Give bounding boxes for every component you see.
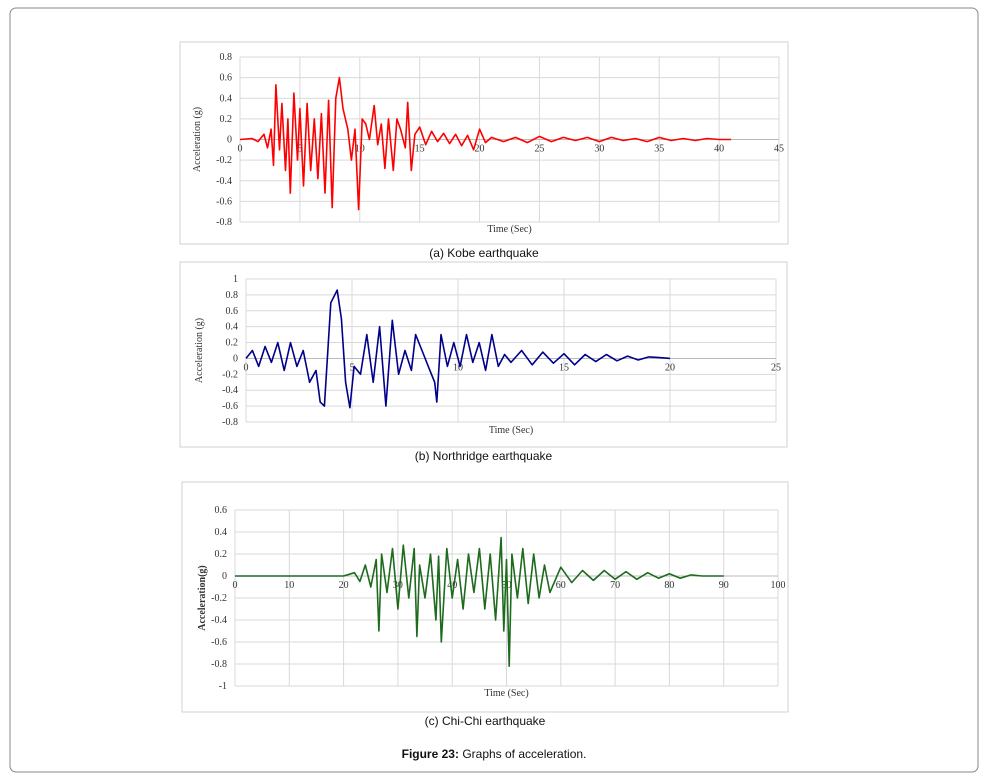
y-tick-label: 0: [233, 353, 238, 364]
x-tick-label: 40: [447, 580, 457, 591]
x-tick-label: 90: [719, 580, 729, 591]
y-tick-label: -0.4: [222, 385, 238, 396]
y-tick-label: 0: [227, 135, 232, 146]
x-tick-label: 10: [453, 362, 463, 373]
y-tick-label: -0.6: [222, 401, 238, 412]
y-axis-title: Acceleration(g): [197, 565, 208, 631]
y-axis-title: Acceleration (g): [192, 107, 203, 172]
chart-caption: (a) Kobe earthquake: [429, 246, 539, 260]
x-tick-label: 40: [714, 144, 724, 155]
figure-text: Graphs of acceleration.: [462, 747, 586, 761]
y-tick-label: -0.4: [216, 176, 232, 187]
y-tick-label: 0.2: [215, 549, 228, 560]
chart-caption: (b) Northridge earthquake: [415, 449, 553, 463]
x-tick-label: 5: [297, 144, 302, 155]
y-tick-label: -1: [219, 681, 227, 692]
y-tick-label: 0: [222, 571, 227, 582]
y-tick-label: -0.2: [211, 593, 227, 604]
y-tick-label: 0.6: [226, 306, 239, 317]
y-tick-label: 0.6: [215, 505, 228, 516]
x-tick-label: 25: [771, 362, 781, 373]
x-axis-title: Time (Sec): [487, 224, 531, 235]
x-tick-label: 30: [393, 580, 403, 591]
x-axis-title: Time (Sec): [484, 688, 528, 699]
y-axis-title: Acceleration (g): [194, 318, 205, 383]
y-tick-label: -0.2: [222, 369, 238, 380]
x-tick-label: 10: [355, 144, 365, 155]
x-tick-label: 60: [556, 580, 566, 591]
y-tick-label: 0.8: [220, 52, 233, 63]
x-axis-title: Time (Sec): [489, 425, 533, 436]
series-line: [235, 536, 724, 667]
y-tick-label: -0.2: [216, 155, 232, 166]
y-tick-label: 0.4: [215, 527, 228, 538]
x-tick-label: 0: [238, 144, 243, 155]
x-tick-label: 10: [284, 580, 294, 591]
y-tick-label: -0.8: [222, 417, 238, 428]
y-tick-label: 0.4: [220, 93, 233, 104]
x-tick-label: 70: [610, 580, 620, 591]
x-tick-label: 15: [559, 362, 569, 373]
chart-frame: [181, 481, 789, 713]
figure-caption: Figure 23: Graphs of acceleration.: [402, 747, 587, 761]
x-tick-label: 45: [774, 144, 784, 155]
x-tick-label: 15: [415, 144, 425, 155]
y-tick-label: 0.4: [226, 322, 239, 333]
y-tick-label: -0.8: [216, 217, 232, 228]
x-tick-label: 20: [665, 362, 675, 373]
x-tick-label: 20: [475, 144, 485, 155]
y-tick-label: 0.2: [220, 114, 233, 125]
chart-frame: [179, 41, 789, 245]
chart-frame: [179, 261, 788, 448]
y-tick-label: 0.2: [226, 338, 239, 349]
y-tick-label: 1: [233, 274, 238, 285]
y-tick-label: -0.8: [211, 659, 227, 670]
x-tick-label: 5: [350, 362, 355, 373]
chart-caption: (c) Chi-Chi earthquake: [425, 714, 546, 728]
x-tick-label: 35: [654, 144, 664, 155]
x-tick-label: 0: [233, 580, 238, 591]
x-tick-label: 30: [594, 144, 604, 155]
series-line: [245, 289, 671, 409]
y-tick-label: -0.6: [211, 637, 227, 648]
y-tick-label: 0.6: [220, 73, 233, 84]
y-tick-label: -0.6: [216, 196, 232, 207]
series-line: [239, 76, 732, 211]
y-tick-label: -0.4: [211, 615, 227, 626]
x-tick-label: 0: [244, 362, 249, 373]
figure-label: Figure 23:: [402, 747, 459, 761]
x-tick-label: 25: [534, 144, 544, 155]
x-tick-label: 20: [339, 580, 349, 591]
x-tick-label: 80: [664, 580, 674, 591]
x-tick-label: 100: [771, 580, 786, 591]
y-tick-label: 0.8: [226, 290, 239, 301]
